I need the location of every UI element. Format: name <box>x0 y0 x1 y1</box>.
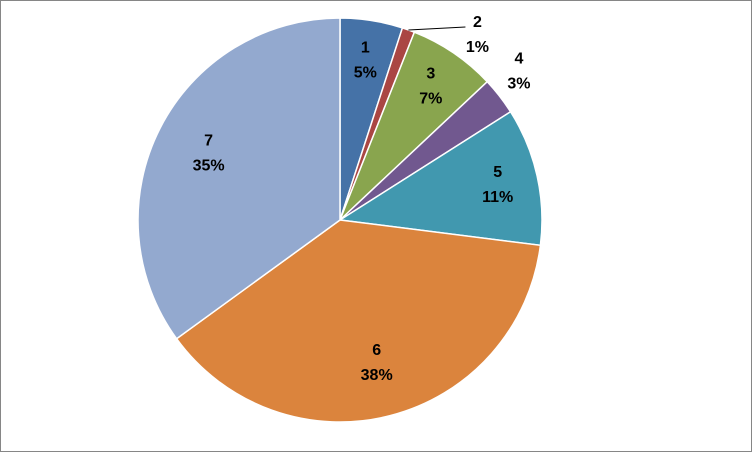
pie-slice <box>175 219 542 423</box>
pie-slice <box>337 110 543 247</box>
slice-label: 3% <box>507 75 530 92</box>
slice-category: 5 <box>493 164 502 181</box>
slice-label: 5% <box>354 65 377 82</box>
slice-category: 1 <box>361 40 370 57</box>
slice-label: 7% <box>419 91 442 108</box>
slice-category: 3 <box>426 66 435 83</box>
slice-category: 6 <box>372 342 381 359</box>
slice-label: 11% <box>482 189 513 206</box>
slice-category: 7 <box>204 132 213 149</box>
slice-category: 4 <box>515 50 524 67</box>
slice-category: 2 <box>473 14 482 31</box>
leader-line <box>408 26 466 31</box>
slice-label: 1% <box>466 39 489 56</box>
pie-slice <box>137 17 341 340</box>
slice-label: 38% <box>361 367 393 384</box>
slice-label: 35% <box>193 157 225 174</box>
